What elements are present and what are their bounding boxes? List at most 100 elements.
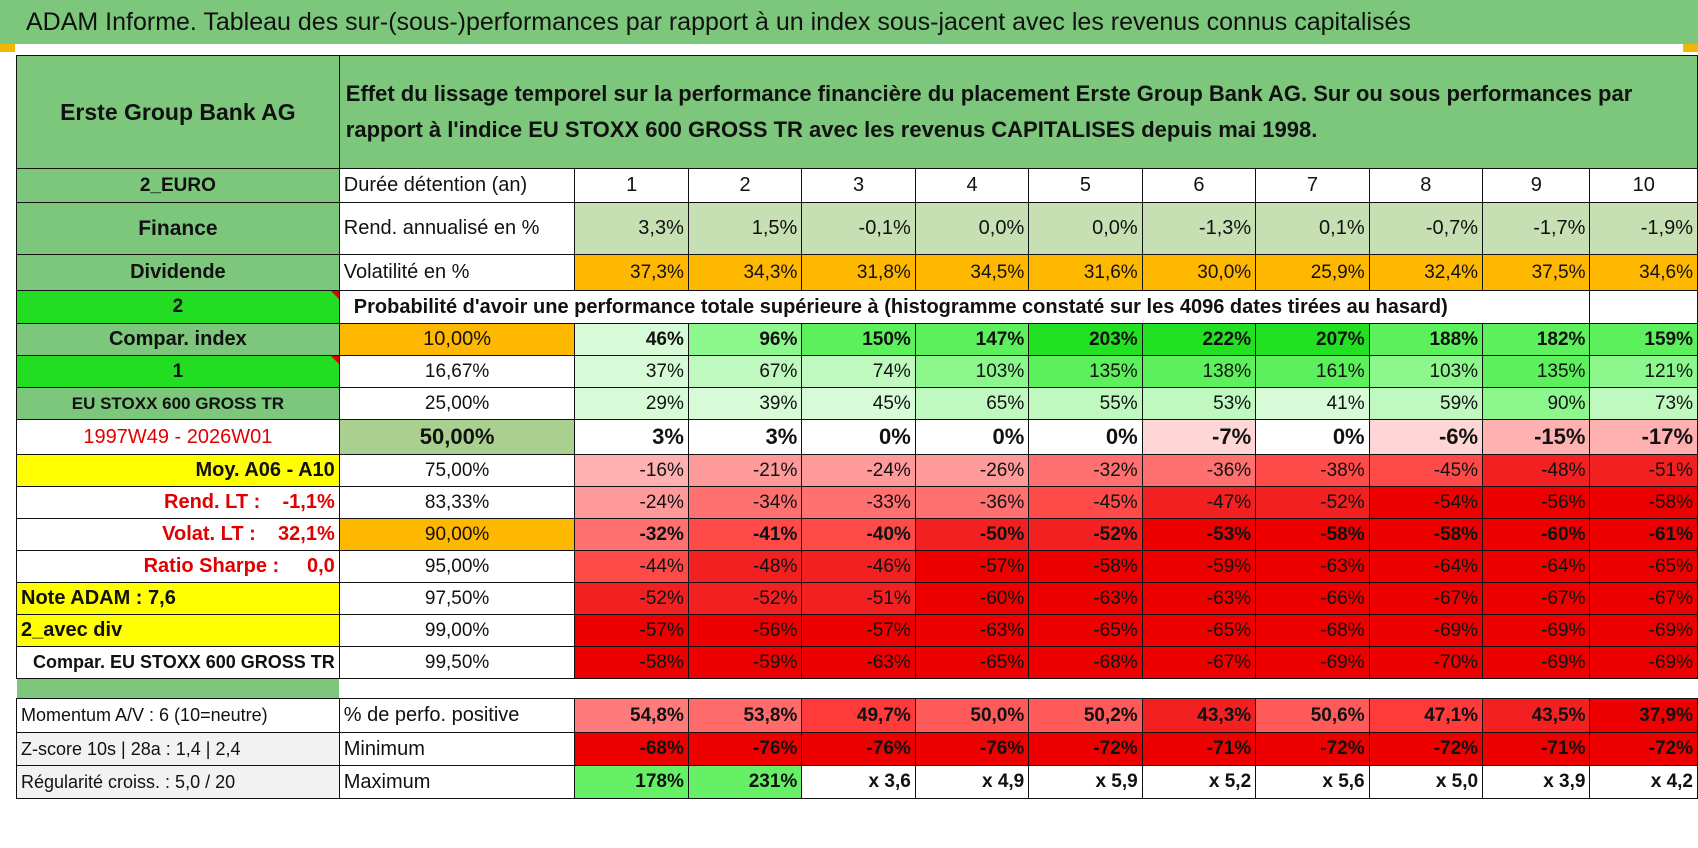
positive-perf-label: % de perfo. positive	[338, 698, 576, 733]
quantile-value-cell: 37%	[574, 355, 689, 388]
zscore-label: Z-score 10s | 28a : 1,4 | 2,4	[16, 732, 340, 766]
regularity-label: Régularité croiss. : 5,0 / 20	[16, 765, 340, 799]
minimum-cell: -71%	[1141, 732, 1257, 766]
quantile-value-cell: 138%	[1141, 355, 1257, 388]
quantile-value-cell: -15%	[1482, 419, 1591, 455]
annualized-return-cell: 0,1%	[1255, 202, 1370, 255]
maximum-cell: x 4,2	[1589, 765, 1698, 799]
year-header: 10	[1589, 168, 1698, 203]
quantile-value-cell: -32%	[1028, 454, 1143, 487]
quantile-value-cell: 188%	[1368, 323, 1484, 356]
spacer-row	[16, 678, 1698, 699]
quantile-label: 25,00%	[338, 387, 576, 420]
probability-caption: Probabilité d'avoir une performance tota…	[338, 290, 1483, 324]
quantile-row: Volat. LT : 32,1% 90,00% -32% -41% -40% -50…	[16, 518, 1698, 551]
quantile-value-cell: -58%	[1368, 518, 1484, 551]
minimum-cell: -72%	[1368, 732, 1484, 766]
maximum-row: Régularité croiss. : 5,0 / 20 Maximum 17…	[16, 765, 1698, 799]
quantile-value-cell: -68%	[1028, 646, 1143, 679]
quantile-value-cell: -58%	[1589, 486, 1698, 519]
quantile-value-cell: 0%	[801, 419, 916, 455]
holding-duration-label: Durée détention (an)	[338, 168, 576, 203]
quantile-value-cell: -44%	[574, 550, 689, 583]
quantile-value-cell: -48%	[687, 550, 803, 583]
adam-score: Note ADAM : 7,6	[16, 582, 340, 615]
annualized-return-cell: 1,5%	[687, 202, 803, 255]
quantile-value-cell: -69%	[1589, 646, 1698, 679]
quantile-value-cell: -38%	[1255, 454, 1370, 487]
quantile-row: Rend. LT : -1,1% 83,33% -24% -34% -33% -36%…	[16, 486, 1698, 519]
quantile-value-cell: -7%	[1141, 419, 1257, 455]
quantile-value-cell: -60%	[1482, 518, 1591, 551]
annualized-return-cell: -1,7%	[1482, 202, 1591, 255]
quantile-value-cell: -69%	[1482, 646, 1591, 679]
quantile-value-cell: -63%	[1255, 550, 1370, 583]
quantile-value-cell: 203%	[1028, 323, 1143, 356]
quantile-value-cell: 3%	[574, 419, 689, 455]
quantile-row: Compar. EU STOXX 600 GROSS TR 99,50% -58…	[16, 646, 1698, 679]
maximum-cell: 178%	[574, 765, 689, 799]
quantile-value-cell: 90%	[1482, 387, 1591, 420]
quantile-row: 1997W49 - 2026W01 50,00% 3% 3% 0% 0% 0% -7% 0%…	[16, 419, 1698, 455]
quantile-value-cell: 55%	[1028, 387, 1143, 420]
quantile-row: 2_avec div 99,00% -57% -56% -57% -63% -65% -6…	[16, 614, 1698, 647]
quantile-value-cell: -58%	[574, 646, 689, 679]
quantile-value-cell: 222%	[1141, 323, 1257, 356]
quantile-value-cell: -17%	[1589, 419, 1698, 455]
quantile-value-cell: -57%	[574, 614, 689, 647]
quantile-value-cell: 73%	[1589, 387, 1698, 420]
volatility-cell: 25,9%	[1255, 254, 1370, 291]
positive-perf-cell: 50,2%	[1028, 698, 1143, 733]
minimum-cell: -76%	[914, 732, 1030, 766]
quantile-value-cell: -67%	[1482, 582, 1591, 615]
positive-perf-cell: 37,9%	[1589, 698, 1698, 733]
minimum-cell: -72%	[1028, 732, 1143, 766]
quantile-value-cell: -60%	[914, 582, 1030, 615]
period-label: 1997W49 - 2026W01	[16, 419, 340, 455]
empty-cell	[1589, 290, 1698, 324]
annualized-return-cell: -1,9%	[1589, 202, 1698, 255]
sector-label: Finance	[16, 202, 340, 255]
maximum-cell: x 5,0	[1368, 765, 1484, 799]
quantile-value-cell: 161%	[1255, 355, 1370, 388]
quantile-value-cell: -51%	[801, 582, 916, 615]
quantile-value-cell: -69%	[1589, 614, 1698, 647]
quantile-value-cell: -34%	[687, 486, 803, 519]
quantile-value-cell: 0%	[914, 419, 1030, 455]
quantile-value-cell: -70%	[1368, 646, 1484, 679]
quantile-label: 99,50%	[338, 646, 576, 679]
year-header: 5	[1028, 168, 1143, 203]
quantile-value-cell: -69%	[1255, 646, 1370, 679]
year-header: 9	[1482, 168, 1591, 203]
quantile-value-cell: -68%	[1255, 614, 1370, 647]
year-header: 2	[687, 168, 803, 203]
quantile-value-cell: -36%	[914, 486, 1030, 519]
quantile-value-cell: -6%	[1368, 419, 1484, 455]
annualized-return-row: Finance Rend. annualisé en % 3,3% 1,5% -…	[16, 202, 1698, 255]
quantile-value-cell: -58%	[1028, 550, 1143, 583]
maximum-cell: x 5,9	[1028, 765, 1143, 799]
quantile-value-cell: -52%	[574, 582, 689, 615]
quantile-value-cell: -26%	[914, 454, 1030, 487]
table-description: Effet du lissage temporel sur la perform…	[338, 55, 1698, 169]
year-header: 4	[914, 168, 1030, 203]
minimum-cell: -68%	[574, 732, 689, 766]
quantile-value-cell: -65%	[914, 646, 1030, 679]
long-term-volatility: Volat. LT : 32,1%	[16, 518, 340, 551]
annualized-return-cell: 0,0%	[914, 202, 1030, 255]
sharpe-ratio: Ratio Sharpe : 0,0	[16, 550, 340, 583]
quantile-value-cell: -48%	[1482, 454, 1591, 487]
minimum-cell: -76%	[801, 732, 916, 766]
year-header: 6	[1141, 168, 1257, 203]
quantile-value-cell: -66%	[1255, 582, 1370, 615]
positive-perf-cell: 43,5%	[1482, 698, 1591, 733]
quantile-value-cell: -59%	[1141, 550, 1257, 583]
quantile-value-cell: -69%	[1368, 614, 1484, 647]
year-header: 8	[1368, 168, 1484, 203]
code-1-cell: 1	[16, 355, 340, 388]
quantile-row: Note ADAM : 7,6 97,50% -52% -52% -51% -60% -…	[16, 582, 1698, 615]
quantile-value-cell: -16%	[574, 454, 689, 487]
quantile-row: EU STOXX 600 GROSS TR 25,00% 29% 39% 45% 65…	[16, 387, 1698, 420]
quantile-value-cell: -51%	[1589, 454, 1698, 487]
positive-perf-cell: 50,6%	[1255, 698, 1370, 733]
